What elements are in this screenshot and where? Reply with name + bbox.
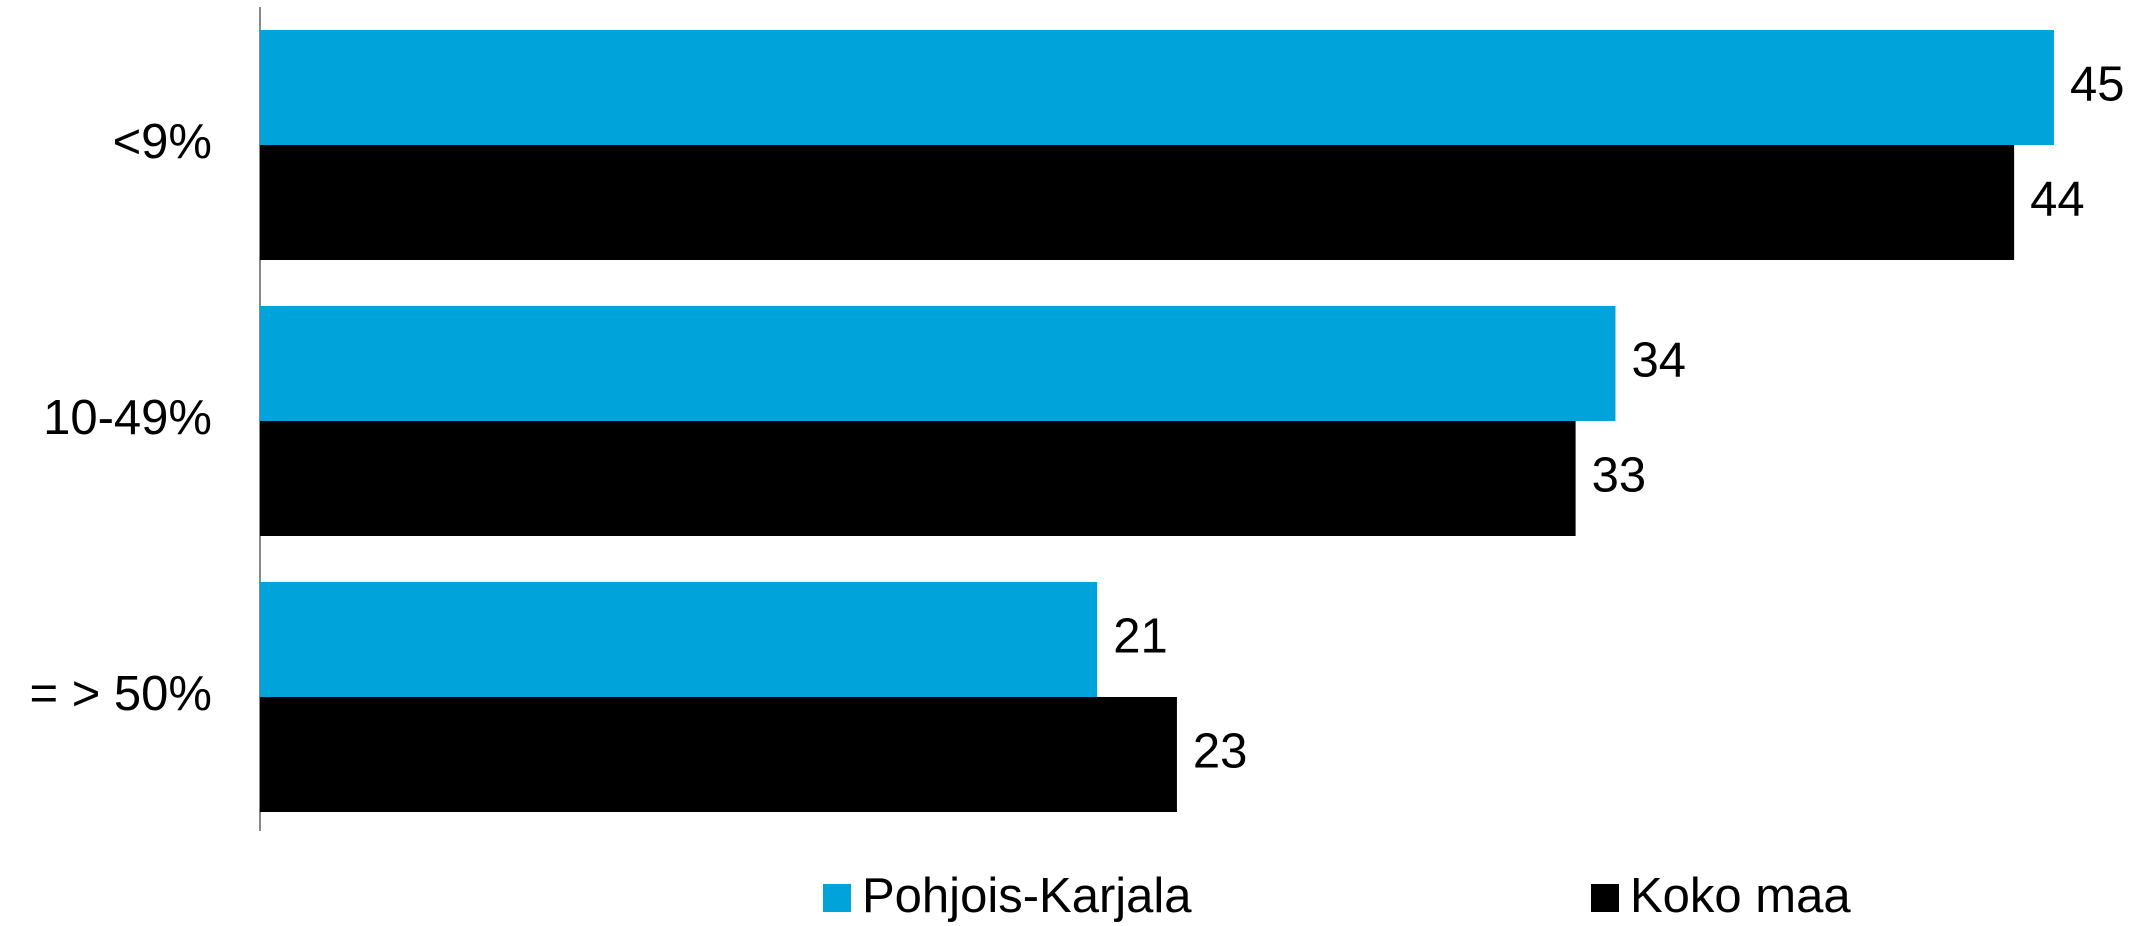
value-label: 21: [1113, 609, 1168, 663]
category-label: 10-49%: [43, 391, 212, 445]
bar: [260, 145, 2015, 260]
legend-label: Pohjois-Karjala: [862, 869, 1192, 923]
bar: [260, 582, 1098, 697]
value-label: 45: [2070, 57, 2125, 111]
category-label: = > 50%: [29, 667, 212, 721]
category-label: <9%: [113, 115, 212, 169]
value-label: 33: [1592, 448, 1647, 502]
value-label: 44: [2030, 172, 2085, 226]
bar: [260, 306, 1616, 421]
legend-swatch: [1591, 884, 1619, 912]
legend-label: Koko maa: [1630, 869, 1851, 923]
legend-swatch: [823, 884, 851, 912]
bar: [260, 421, 1576, 536]
value-label: 34: [1631, 333, 1686, 387]
value-label: 23: [1193, 724, 1248, 778]
bar: [260, 30, 2054, 145]
bar: [260, 697, 1177, 812]
